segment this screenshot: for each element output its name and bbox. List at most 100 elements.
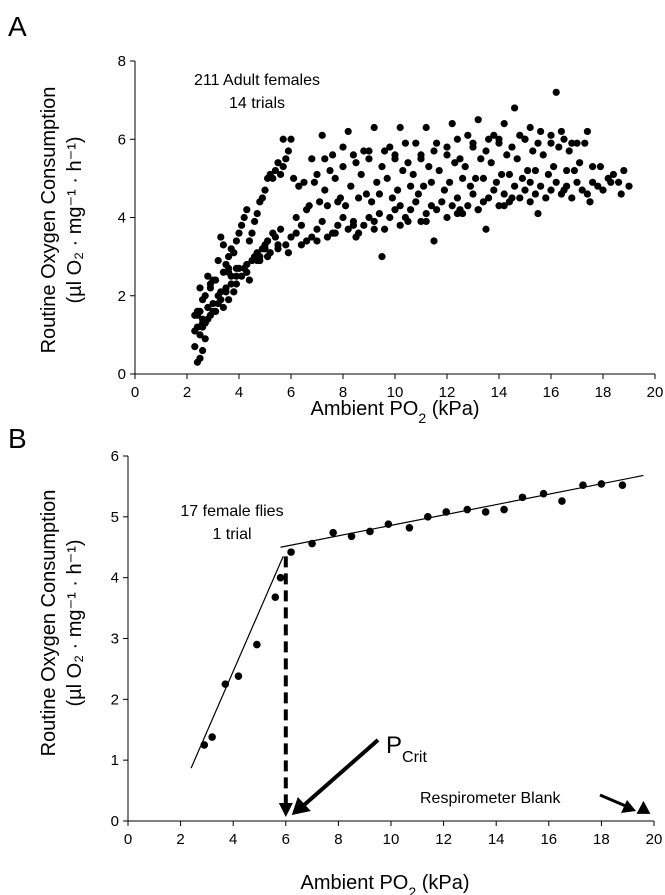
panel-b-y-tick-label: 6 — [111, 448, 119, 465]
data-point — [329, 528, 337, 537]
panel-a-x-tick-label: 12 — [439, 384, 456, 401]
data-point — [430, 237, 438, 245]
data-point — [424, 513, 432, 521]
data-point — [469, 190, 477, 198]
panel-a-y-tick-label: 8 — [118, 53, 126, 70]
data-point — [560, 186, 568, 194]
panel-a-y-axis-title: Routine Oxygen Consumption (µl O₂ · mg⁻¹… — [38, 87, 86, 354]
data-point — [217, 233, 225, 241]
data-point — [510, 104, 519, 112]
panel-a-annotation-line2: 14 trials — [229, 95, 285, 112]
data-point — [443, 143, 451, 151]
data-point — [453, 194, 461, 202]
data-point — [279, 135, 287, 143]
data-point — [342, 202, 350, 210]
data-point — [297, 241, 305, 249]
panel-b-x-axis-title-main: Ambient PO — [301, 872, 409, 894]
data-point — [352, 159, 360, 167]
data-point — [516, 194, 524, 202]
data-point — [492, 178, 500, 186]
data-point — [500, 190, 508, 198]
data-point — [292, 213, 300, 222]
panel-a-x-axis-title: Ambient PO2 (kPa) — [311, 398, 480, 426]
data-point — [282, 241, 290, 249]
data-point — [558, 497, 566, 505]
data-point — [531, 166, 540, 175]
panel-a-x-tick-label: 4 — [235, 384, 243, 401]
data-point — [366, 527, 374, 536]
data-point — [422, 209, 430, 218]
data-point — [485, 135, 493, 143]
data-point — [352, 233, 360, 241]
data-point — [199, 319, 207, 327]
data-point — [378, 163, 386, 171]
data-point — [581, 139, 589, 147]
data-point — [383, 174, 391, 182]
data-point — [375, 190, 383, 198]
panel-a-x-tick-label: 0 — [131, 384, 139, 401]
data-point — [316, 198, 324, 206]
data-point — [204, 303, 212, 312]
data-point — [199, 346, 207, 355]
data-point — [360, 221, 368, 229]
data-point — [586, 198, 594, 206]
data-point — [404, 217, 412, 226]
data-point — [381, 147, 389, 155]
data-point — [248, 256, 256, 265]
data-point — [396, 123, 404, 132]
data-point — [253, 249, 261, 257]
data-point — [243, 206, 251, 214]
panel-a-x-tick-label: 8 — [339, 384, 347, 401]
data-point — [253, 256, 261, 265]
data-point — [463, 505, 472, 514]
data-point — [539, 151, 547, 159]
data-point — [308, 155, 316, 163]
data-point — [232, 280, 240, 288]
data-point — [287, 548, 295, 556]
data-point — [459, 174, 467, 182]
data-point — [500, 120, 508, 128]
data-point — [201, 292, 209, 300]
data-point — [477, 155, 485, 163]
pcrit-label-arrow-head — [291, 797, 311, 815]
data-point — [219, 241, 227, 249]
data-point — [271, 166, 279, 175]
panel-a-x-axis-title-sub: 2 — [418, 410, 426, 426]
panel-b-x-tick-label: 2 — [176, 831, 184, 848]
panel-a-x-tick-label: 14 — [491, 384, 508, 401]
data-point — [269, 174, 277, 182]
data-point — [453, 209, 461, 218]
data-point — [420, 182, 428, 190]
data-point — [490, 131, 498, 139]
data-point — [615, 178, 623, 186]
data-point — [258, 245, 266, 253]
data-point — [417, 217, 425, 226]
panel-b-x-tick-label: 4 — [229, 831, 237, 848]
data-point — [334, 198, 342, 206]
data-point — [594, 182, 602, 190]
data-point — [323, 202, 331, 210]
data-point — [563, 166, 571, 175]
panel-a-axes: 0 2 4 6 8 0 2 4 6 8 10 12 14 16 18 20 — [118, 53, 664, 401]
data-point — [326, 166, 334, 175]
data-point — [214, 256, 222, 265]
data-point — [225, 253, 233, 261]
data-point — [409, 170, 417, 179]
panel-b: B Routine Oxygen Consumption (µl O₂ · mg… — [8, 423, 662, 895]
data-point — [209, 299, 217, 308]
panel-b-x-tick-label: 8 — [334, 831, 342, 848]
data-point — [435, 166, 443, 175]
data-point — [625, 182, 633, 190]
panel-a-y-axis-title-line1: Routine Oxygen Consumption — [38, 87, 60, 354]
data-point — [388, 194, 396, 202]
data-point — [485, 194, 493, 202]
data-point — [396, 221, 404, 229]
data-point — [362, 190, 370, 198]
pcrit-label-main: P — [386, 732, 402, 759]
data-point — [321, 155, 329, 163]
data-point — [391, 206, 399, 214]
data-point — [464, 202, 472, 210]
pcrit-dashed-arrowhead — [278, 803, 293, 817]
data-point — [264, 253, 272, 261]
data-point — [227, 280, 235, 288]
